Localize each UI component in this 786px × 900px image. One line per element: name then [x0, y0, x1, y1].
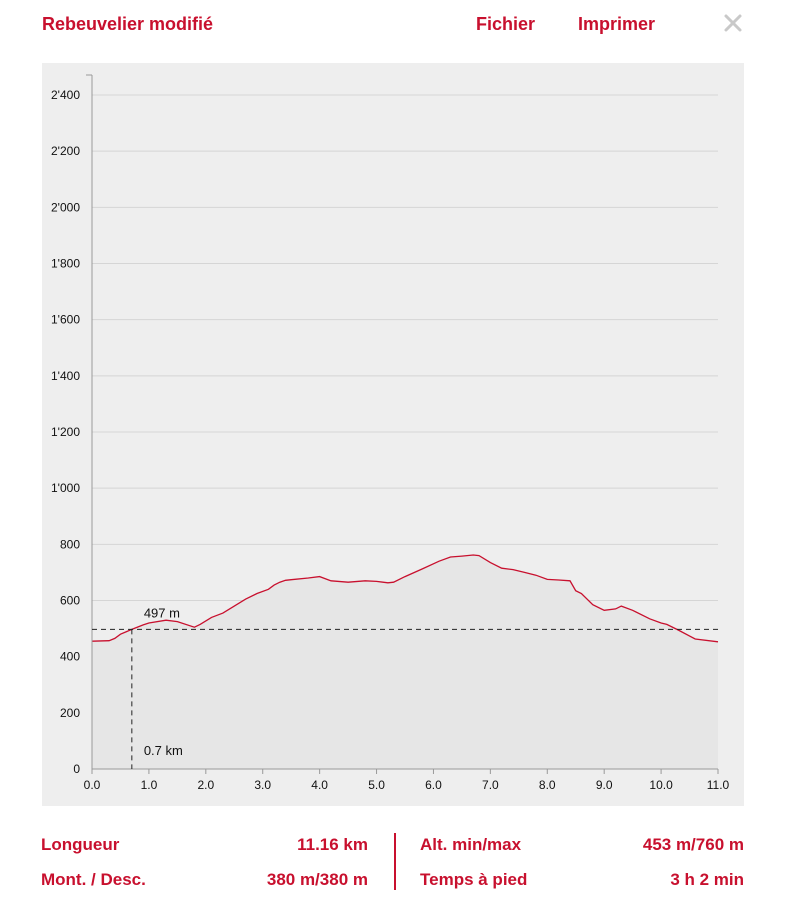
- y-tick-label: 800: [60, 537, 80, 551]
- print-menu-button[interactable]: Imprimer: [578, 14, 656, 34]
- y-tick-label: 200: [60, 706, 80, 720]
- axes: 0 200 400 600 800 1'000 1'200 1'400 1'600 1'800 2'…: [51, 74, 730, 792]
- y-tick-label: 0: [73, 762, 80, 776]
- length-label: Longueur: [41, 835, 120, 854]
- y-tick-label: 1'600: [51, 313, 80, 327]
- y-tick-label: 400: [60, 650, 80, 664]
- y-tick-label: 1'000: [51, 481, 80, 495]
- altitude-label: Alt. min/max: [420, 835, 522, 854]
- y-tick-label: 1'200: [51, 425, 80, 439]
- profile-area: [92, 555, 718, 769]
- x-tick-label: 2.0: [197, 778, 214, 792]
- length-value: 11.16 km: [297, 835, 368, 854]
- altitude-value: 453 m/760 m: [642, 835, 744, 854]
- y-tick-label: 1'800: [51, 257, 80, 271]
- walking-time-value: 3 h 2 min: [670, 870, 744, 889]
- x-tick-label: 8.0: [539, 778, 556, 792]
- elevation-chart-panel: 0 200 400 600 800 1'000 1'200 1'400 1'600 1'800 2'…: [42, 63, 744, 806]
- file-menu-button[interactable]: Fichier: [476, 14, 536, 34]
- x-tick-label: 0.0: [84, 778, 101, 792]
- page-title: Rebeuvelier modifié: [42, 14, 214, 34]
- header: Rebeuvelier modifié Fichier Imprimer: [0, 0, 786, 60]
- y-tick-label: 2'200: [51, 144, 80, 158]
- x-tick-label: 6.0: [425, 778, 442, 792]
- walking-time-label: Temps à pied: [420, 870, 528, 889]
- elevation-readout: 497 m: [144, 605, 180, 620]
- y-tick-label: 2'000: [51, 200, 80, 214]
- y-tick-label: 2'400: [51, 88, 80, 102]
- ascent-descent-value: 380 m/380 m: [266, 870, 368, 889]
- x-tick-label: 3.0: [254, 778, 271, 792]
- y-tick-label: 1'400: [51, 369, 80, 383]
- route-stats: Longueur 11.16 km Mont. / Desc. 380 m/38…: [0, 820, 786, 900]
- profile-area-layer: [91, 554, 719, 769]
- distance-readout: 0.7 km: [144, 743, 183, 758]
- ascent-descent-label: Mont. / Desc.: [41, 870, 146, 889]
- x-tick-label: 5.0: [368, 778, 385, 792]
- x-tick-label: 11.0: [707, 778, 730, 792]
- y-tick-label: 600: [60, 594, 80, 608]
- x-tick-label: 1.0: [141, 778, 158, 792]
- x-tick-label: 7.0: [482, 778, 499, 792]
- profile-line: [91, 554, 719, 643]
- x-tick-label: 4.0: [311, 778, 328, 792]
- stats-divider: [394, 833, 396, 890]
- elevation-chart[interactable]: 0 200 400 600 800 1'000 1'200 1'400 1'600 1'800 2'…: [42, 63, 744, 806]
- annotation-layer: 497 m 0.7 km: [144, 605, 183, 758]
- x-tick-label: 9.0: [596, 778, 613, 792]
- x-tick-label: 10.0: [649, 778, 673, 792]
- close-icon[interactable]: [722, 12, 744, 34]
